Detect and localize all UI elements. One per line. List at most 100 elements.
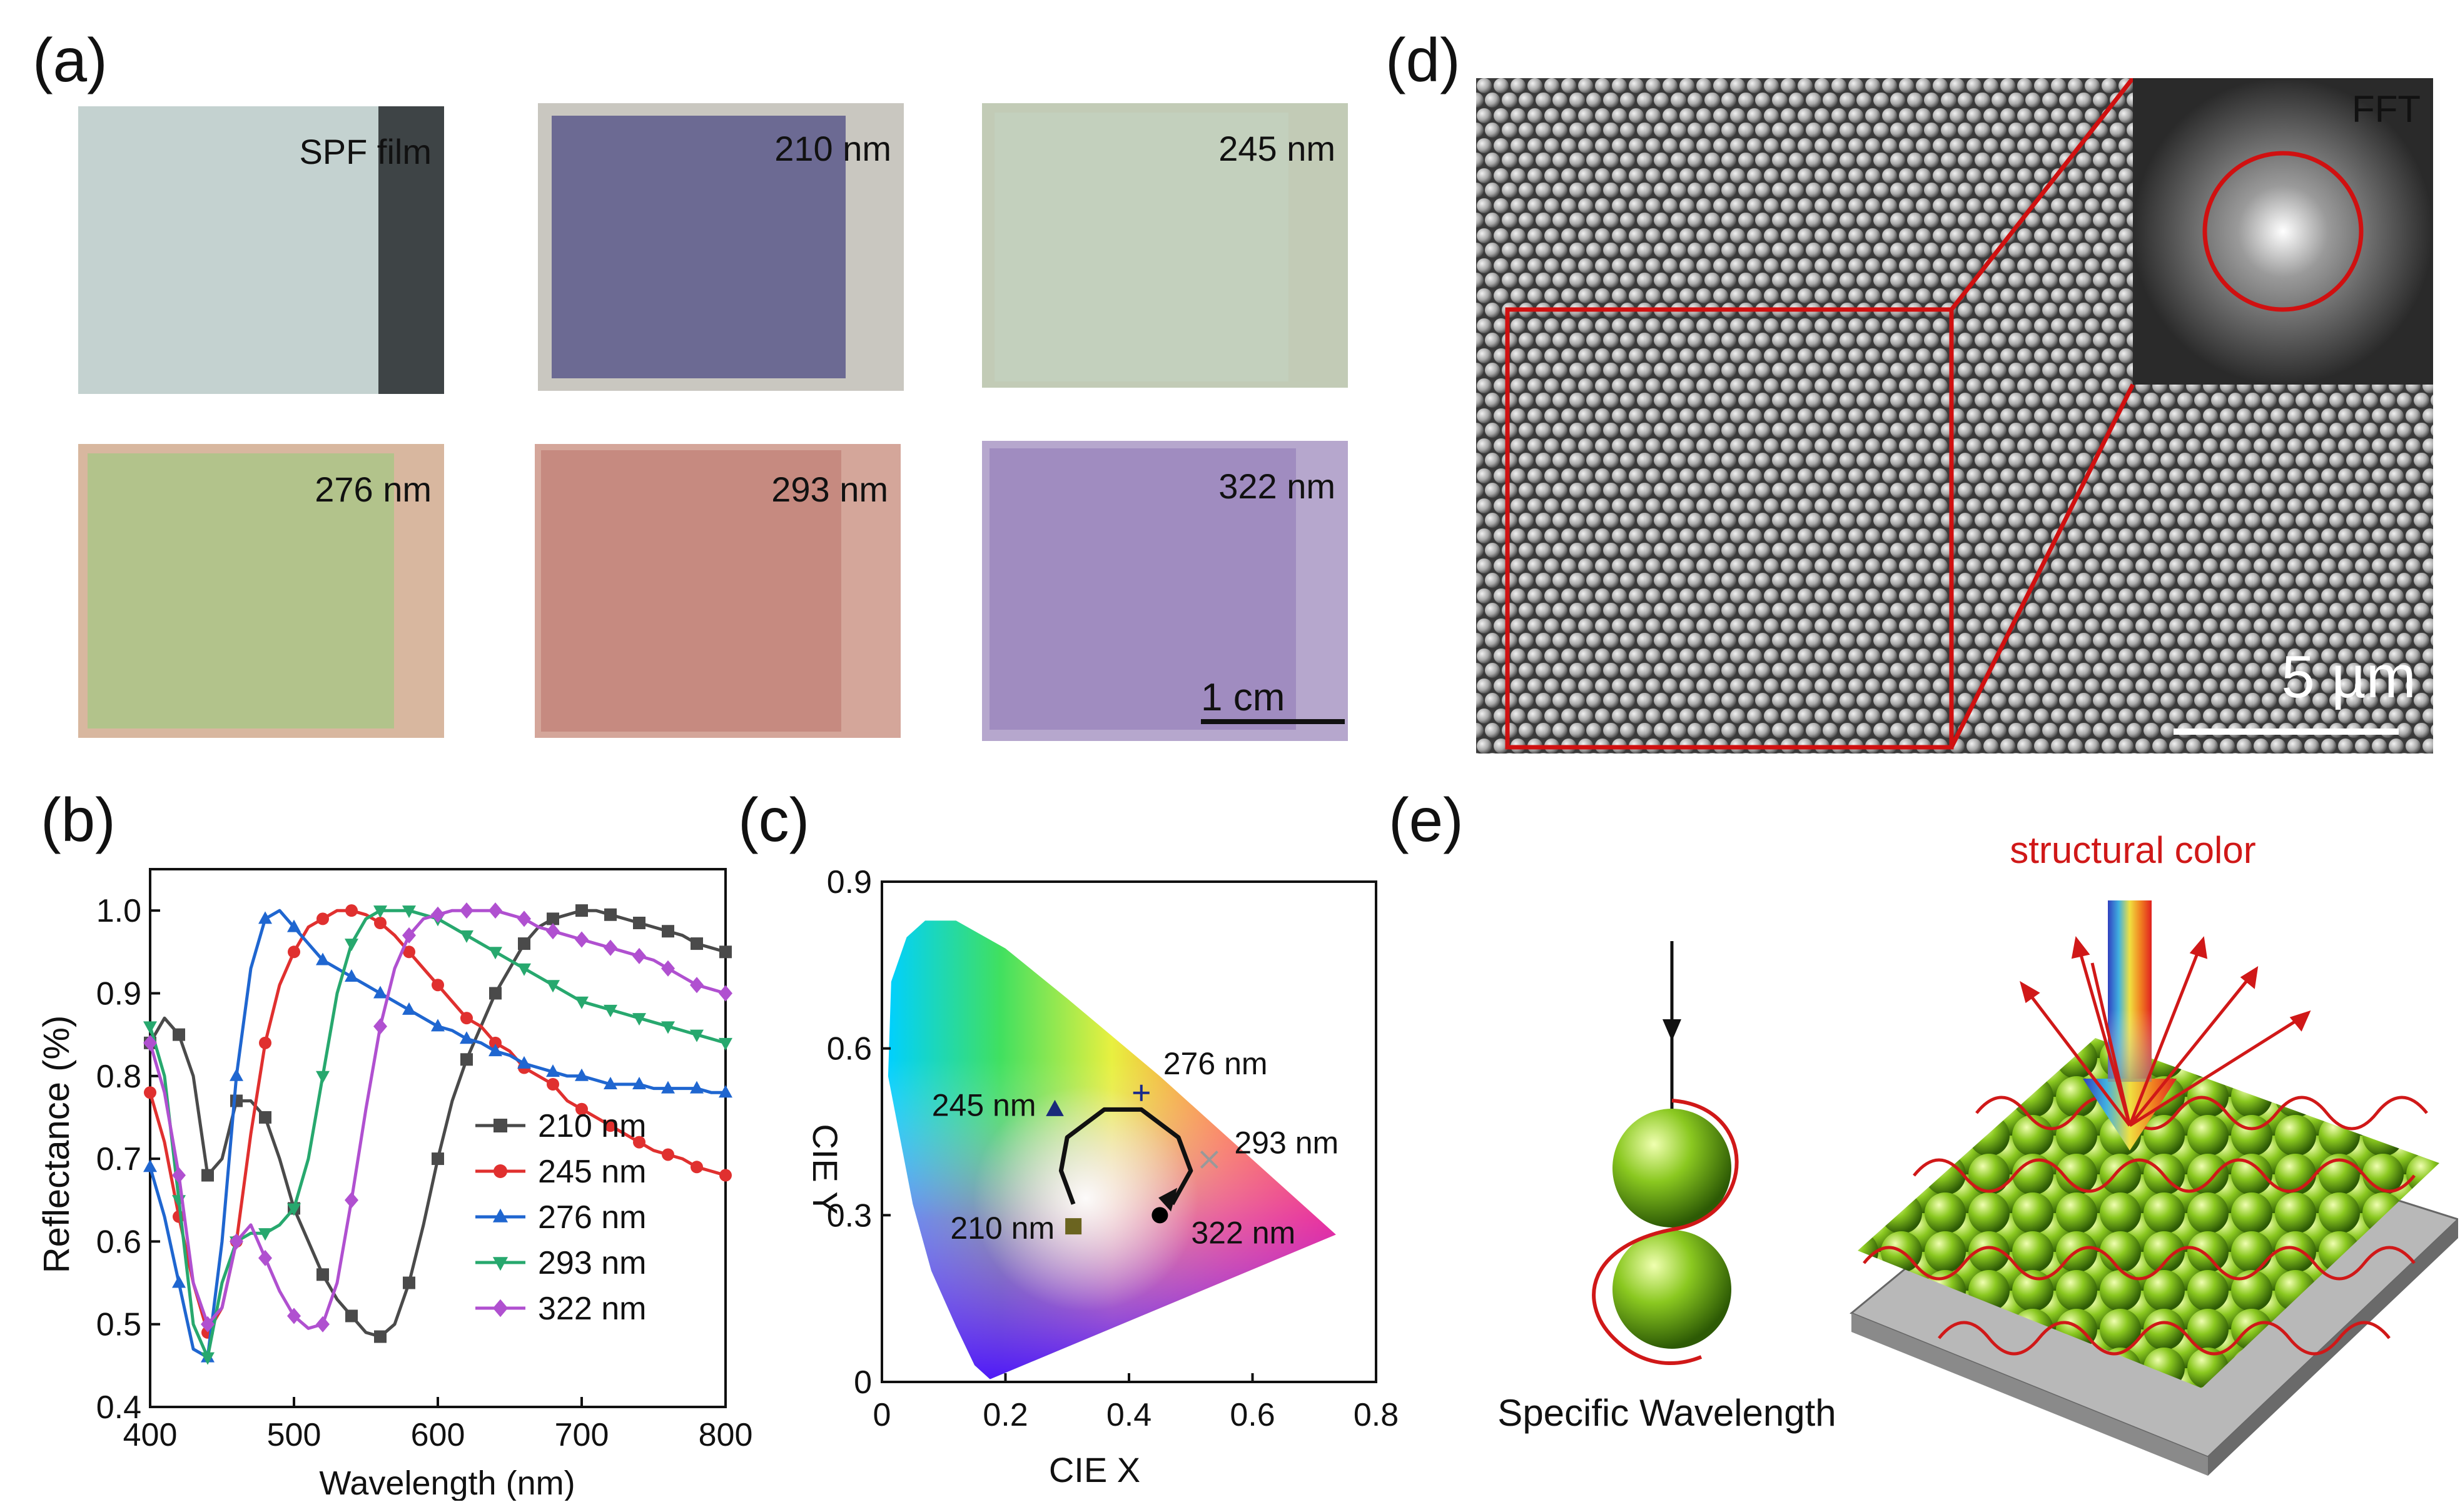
data-point bbox=[691, 937, 703, 950]
scatter-wave-2 bbox=[1913, 1158, 2416, 1193]
data-point bbox=[575, 996, 589, 1009]
zoom-line-top bbox=[1950, 78, 2135, 311]
data-point bbox=[719, 1037, 732, 1051]
data-point bbox=[172, 1275, 186, 1288]
y-tick-label: 0.4 bbox=[96, 1389, 141, 1426]
data-point bbox=[287, 919, 301, 932]
photo-scale-bar bbox=[1201, 719, 1345, 724]
sphere-bottom bbox=[1612, 1230, 1731, 1349]
legend-entry: 210 nm bbox=[475, 1108, 646, 1144]
data-point bbox=[517, 963, 531, 976]
photo-276nm: 276 nm bbox=[78, 444, 444, 738]
photo-210nm: 210 nm bbox=[538, 103, 904, 391]
data-point bbox=[258, 1228, 272, 1241]
data-point bbox=[460, 902, 473, 919]
scatter-wave-4 bbox=[1938, 1321, 2391, 1356]
data-point bbox=[230, 1068, 243, 1081]
legend-label: 276 nm bbox=[538, 1199, 646, 1236]
data-point bbox=[431, 1019, 445, 1032]
data-point bbox=[402, 927, 416, 944]
series-322-nm bbox=[143, 902, 732, 1333]
data-point bbox=[374, 917, 387, 929]
x-tick-label: 500 bbox=[267, 1417, 321, 1453]
legend-label: 210 nm bbox=[538, 1108, 646, 1144]
data-point bbox=[517, 910, 531, 927]
panel-label-b: (b) bbox=[41, 785, 116, 854]
data-point bbox=[374, 1330, 387, 1343]
data-point bbox=[662, 1148, 674, 1161]
legend-label: 293 nm bbox=[538, 1245, 646, 1281]
data-point bbox=[633, 917, 645, 929]
panel-label-c: (c) bbox=[738, 785, 810, 854]
data-point bbox=[373, 1018, 387, 1035]
data-point bbox=[201, 1352, 215, 1365]
fft-inset bbox=[2133, 78, 2433, 385]
sem-image: FFT 5 µm bbox=[1476, 78, 2433, 753]
data-point bbox=[489, 1036, 502, 1049]
cie-point-210-nm: 210 nm bbox=[950, 1211, 1082, 1246]
cie-point-label: 293 nm bbox=[1234, 1125, 1339, 1160]
cie-point-293-nm: 293 nm bbox=[1200, 1125, 1339, 1169]
photo-label: 210 nm bbox=[774, 129, 891, 168]
reflected-arrows bbox=[2020, 936, 2311, 1127]
data-point bbox=[345, 939, 358, 952]
x-axis-label: CIE X bbox=[1049, 1450, 1140, 1489]
legend-marker bbox=[494, 1119, 507, 1132]
cie-marker bbox=[1152, 1207, 1168, 1224]
cie-white-point bbox=[973, 1086, 1198, 1311]
data-point bbox=[546, 980, 560, 993]
y-axis-label: CIE Y bbox=[806, 1124, 845, 1214]
data-point bbox=[632, 947, 646, 964]
photo-245nm: 245 nm bbox=[982, 103, 1348, 388]
data-point bbox=[604, 1077, 617, 1089]
data-point bbox=[488, 902, 502, 919]
series-276-nm bbox=[143, 909, 732, 1363]
x-tick-label: 400 bbox=[123, 1417, 178, 1453]
y-axis-label: Reflectance (%) bbox=[38, 1016, 77, 1274]
data-point bbox=[373, 985, 387, 999]
data-point bbox=[633, 1136, 645, 1149]
data-point bbox=[144, 1086, 156, 1099]
data-point bbox=[172, 1167, 186, 1184]
y-tick-label: 0.5 bbox=[96, 1307, 141, 1343]
data-point bbox=[547, 1078, 559, 1091]
data-point bbox=[575, 904, 588, 917]
data-point bbox=[345, 1309, 358, 1323]
photo-label: 293 nm bbox=[771, 470, 888, 509]
cie-point-label: 322 nm bbox=[1191, 1215, 1295, 1250]
y-tick-label: 1.0 bbox=[96, 893, 141, 929]
data-point bbox=[460, 1012, 473, 1025]
data-point bbox=[661, 960, 675, 977]
y-tick-label: 0.8 bbox=[96, 1059, 141, 1095]
x-tick-label: 0 bbox=[873, 1397, 891, 1433]
y-tick-label: 0.3 bbox=[827, 1197, 872, 1234]
photo-scale-label: 1 cm bbox=[1201, 676, 1285, 719]
data-point bbox=[143, 1021, 157, 1034]
substrate-side bbox=[2208, 1219, 2458, 1476]
specific-wavelength-label: Specific Wavelength bbox=[1497, 1392, 1836, 1434]
cie-chart: 0 0.2 0.4 0.6 0.8 0 0.3 0.6 0.9 210 nm 245 nm 276 … bbox=[806, 864, 1399, 1489]
cie-marker bbox=[1133, 1084, 1150, 1101]
data-point bbox=[690, 1081, 704, 1094]
data-point bbox=[632, 1013, 646, 1026]
data-point bbox=[517, 1056, 531, 1069]
data-point bbox=[661, 1021, 675, 1034]
data-point bbox=[345, 1192, 358, 1209]
y-tick-label: 0.6 bbox=[827, 1031, 872, 1067]
data-point bbox=[690, 1029, 704, 1042]
legend-entry: 293 nm bbox=[475, 1245, 646, 1281]
data-point bbox=[288, 945, 300, 959]
zoom-box bbox=[1505, 307, 1954, 750]
data-point bbox=[662, 925, 674, 938]
fft-label: FFT bbox=[2352, 88, 2421, 130]
cie-marker bbox=[1200, 1151, 1218, 1169]
data-point bbox=[604, 1004, 617, 1017]
data-point bbox=[143, 1159, 157, 1172]
data-point bbox=[345, 969, 358, 982]
x-tick-label: 0.2 bbox=[983, 1397, 1028, 1433]
legend-entry: 276 nm bbox=[475, 1199, 646, 1236]
data-point bbox=[432, 1152, 444, 1166]
y-tick-label: 0.6 bbox=[96, 1224, 141, 1260]
data-point bbox=[604, 1119, 617, 1132]
trajectory-arrow-icon bbox=[1158, 1187, 1178, 1212]
